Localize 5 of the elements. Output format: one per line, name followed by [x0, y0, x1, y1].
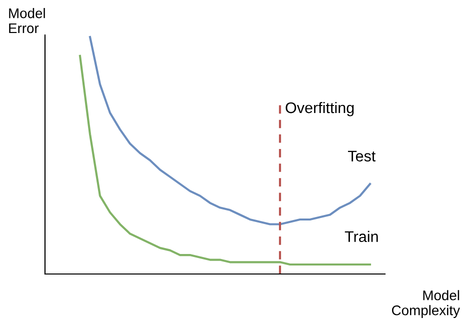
annotation: Overfitting [286, 102, 354, 116]
series-label: Train [344, 230, 378, 242]
series-label: Test [348, 150, 376, 162]
y-axis-title: Model Error [9, 8, 45, 34]
x-axis-title: Model Complexity [392, 290, 460, 318]
